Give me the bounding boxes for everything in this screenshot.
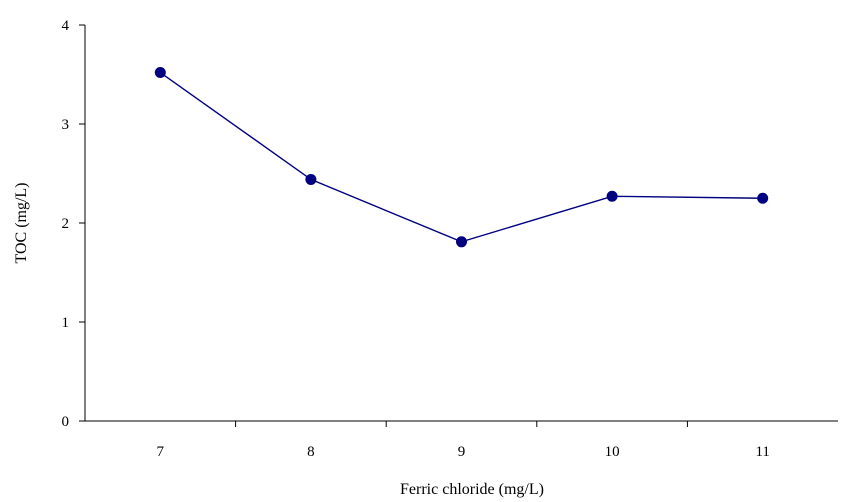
y-ticks: 0 1 2 3 4 [62,18,85,430]
x-tick-label: 11 [755,444,769,460]
axes [84,25,838,422]
y-tick-label: 2 [62,216,70,232]
data-point [154,67,166,79]
y-tick-label: 3 [62,117,70,133]
data-point [456,236,467,248]
data-point [305,173,317,185]
x-ticks: 7 8 9 10 11 [157,421,770,460]
x-tick-label: 7 [157,444,165,460]
data-point [757,192,769,204]
y-tick-label: 1 [62,315,70,331]
y-tick-label: 0 [62,414,70,430]
x-tick-label: 8 [307,444,315,460]
x-tick-label: 9 [458,444,466,460]
x-tick-label: 10 [605,444,620,460]
series [154,67,769,248]
y-tick-label: 4 [62,18,70,34]
x-axis-title: Ferric chloride (mg/L) [400,481,544,498]
data-point [606,190,618,202]
series-line [159,71,763,243]
y-axis-title: TOC (mg/L) [13,182,30,263]
